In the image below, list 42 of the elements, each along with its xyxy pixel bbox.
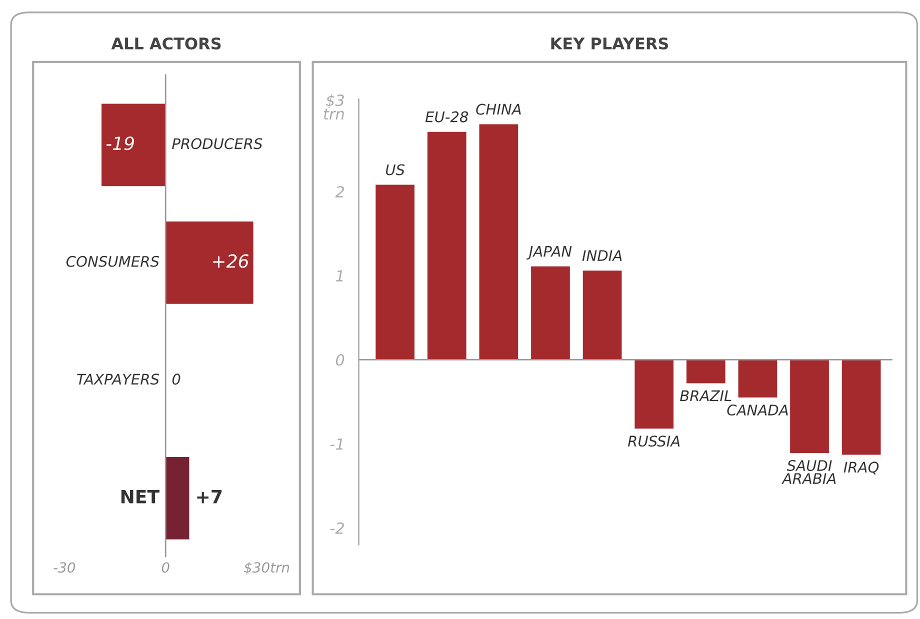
x-tick-label: SAUDI ARABIA [782,460,836,484]
x-tick-label: RUSSIA [628,436,680,447]
bar [427,132,466,360]
y-tick-label: 1 [336,270,343,282]
bar [479,124,518,360]
bar [634,360,674,429]
bar [738,360,778,398]
y-tick-label: -1 [330,438,343,450]
bar [686,360,726,384]
bar [531,266,570,360]
x-tick-label: -30 [54,562,76,573]
x-tick-label: CHINA [476,104,521,115]
bar [376,184,414,360]
x-tick-label: $30trn [244,562,290,575]
y-tick-label: 2 [335,186,344,198]
category-label: CONSUMERS [66,256,160,267]
chart-title: ALL ACTORS [111,37,221,50]
y-tick-label: -2 [330,522,344,534]
bar [166,221,254,304]
bar [790,360,829,454]
x-tick-label: JAPAN [526,246,572,260]
x-tick-label: INDIA [582,250,622,261]
bar [582,270,622,360]
category-label: NET [121,490,160,504]
x-tick-label: BRAZIL [680,390,732,402]
x-tick-label: US [386,164,405,176]
data-label: +26 [213,254,248,268]
bar [166,457,190,540]
y-tick-label: $3 trn [324,94,344,120]
data-label: 0 [172,374,180,385]
bar [842,360,881,455]
category-label: PRODUCERS [172,138,262,150]
data-label: -19 [106,136,134,150]
bar [102,104,166,186]
data-label: +7 [197,490,222,504]
chart-title: KEY PLAYERS [551,37,668,50]
y-tick-label: 0 [336,354,344,366]
x-tick-label: CANADA [727,404,788,416]
category-label: TAXPAYERS [77,374,160,385]
x-tick-label: IRAQ [844,462,879,474]
x-tick-label: EU-28 [425,111,468,122]
x-tick-label: 0 [162,562,170,573]
